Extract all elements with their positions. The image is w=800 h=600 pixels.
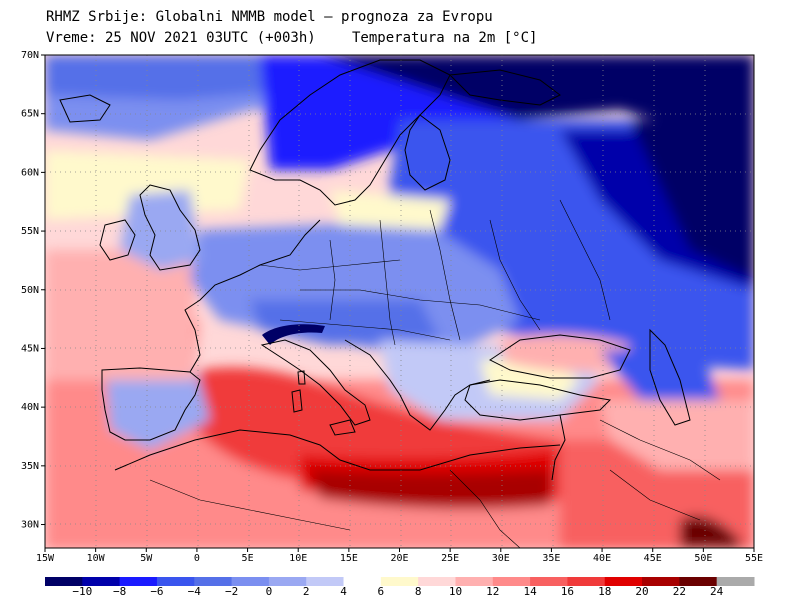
lon-label: 40E (593, 553, 611, 564)
colorbar-swatch (642, 577, 680, 586)
lat-label: 40N (21, 402, 39, 413)
colorbar-label: 16 (560, 585, 575, 598)
lat-label: 55N (21, 226, 39, 237)
colorbar-label: 22 (672, 585, 686, 598)
colorbar (45, 577, 755, 586)
colorbar-swatch (268, 577, 307, 586)
colorbar-label: −2 (224, 585, 239, 598)
map-title-variable: Temperatura na 2m [°C] (352, 30, 538, 46)
colorbar-swatch (567, 577, 606, 586)
lon-label: 10W (87, 553, 106, 564)
colorbar-swatch (380, 577, 419, 586)
lon-label: 10E (289, 553, 307, 564)
colorbar-swatch (119, 577, 158, 586)
colorbar-swatch (530, 577, 568, 586)
colorbar-swatch (492, 577, 531, 586)
lon-label: 45E (644, 553, 662, 564)
colorbar-label: 20 (635, 585, 649, 598)
longitude-labels: 15W 10W 5W 0 5E 10E 15E 20E 25E 30E 35E 40E 45E 50E 55… (36, 553, 763, 564)
colorbar-label: −6 (150, 585, 164, 598)
axis-ticks (41, 54, 755, 552)
colorbar-label: 24 (710, 585, 724, 598)
lat-label: 45N (21, 343, 39, 354)
colorbar-label: 8 (414, 585, 422, 598)
colorbar-swatch (231, 577, 270, 586)
lat-label: 35N (21, 461, 39, 472)
lon-label: 5W (140, 553, 153, 564)
colorbar-swatch (455, 577, 494, 586)
colorbar-label: 6 (377, 585, 385, 598)
lat-label: 60N (21, 167, 39, 178)
colorbar-swatch (418, 577, 456, 586)
colorbar-swatch (306, 577, 345, 586)
colorbar-swatch (716, 577, 755, 586)
borders (149, 199, 721, 548)
graticule (45, 55, 754, 548)
colorbar-label: −8 (113, 585, 127, 598)
lat-label: 65N (21, 109, 39, 120)
colorbar-label: 10 (448, 585, 463, 598)
colorbar-label: −4 (187, 585, 201, 598)
lon-label: 25E (441, 553, 459, 564)
map-title-line1: RHMZ Srbije: Globalni NMMB model — progn… (46, 9, 493, 25)
lon-label: 15E (340, 553, 358, 564)
lon-label: 30E (492, 553, 510, 564)
colorbar-swatch (604, 577, 643, 586)
latitude-labels: 70N 65N 60N 55N 50N 45N 40N 35N 30N (21, 50, 39, 531)
lon-label: 0 (194, 553, 200, 564)
colorbar-label: 0 (265, 585, 273, 598)
colorbar-label: 2 (302, 585, 310, 598)
colorbar-swatch (679, 577, 718, 586)
map-title-time: Vreme: 25 NOV 2021 03UTC (+003h) (46, 30, 316, 46)
temperature-field (45, 55, 754, 548)
lon-label: 20E (390, 553, 408, 564)
lon-label: 35E (542, 553, 560, 564)
colorbar-label: 12 (486, 585, 500, 598)
lon-label: 50E (694, 553, 712, 564)
colorbar-swatch (194, 577, 233, 586)
lat-label: 70N (21, 50, 39, 61)
colorbar-swatch (156, 577, 195, 586)
lon-label: 5E (242, 553, 254, 564)
colorbar-swatch (343, 577, 382, 586)
lon-label: 15W (36, 553, 55, 564)
colorbar-label: −10 (72, 585, 93, 598)
colorbar-label: 4 (340, 585, 347, 598)
colorbar-swatch (45, 577, 83, 586)
colorbar-label: 18 (598, 585, 612, 598)
coastlines (59, 59, 691, 481)
lat-label: 30N (21, 520, 39, 531)
lat-label: 50N (21, 285, 39, 296)
colorbar-label: 14 (523, 585, 537, 598)
colorbar-swatch (82, 577, 121, 586)
lon-label: 55E (745, 553, 763, 564)
